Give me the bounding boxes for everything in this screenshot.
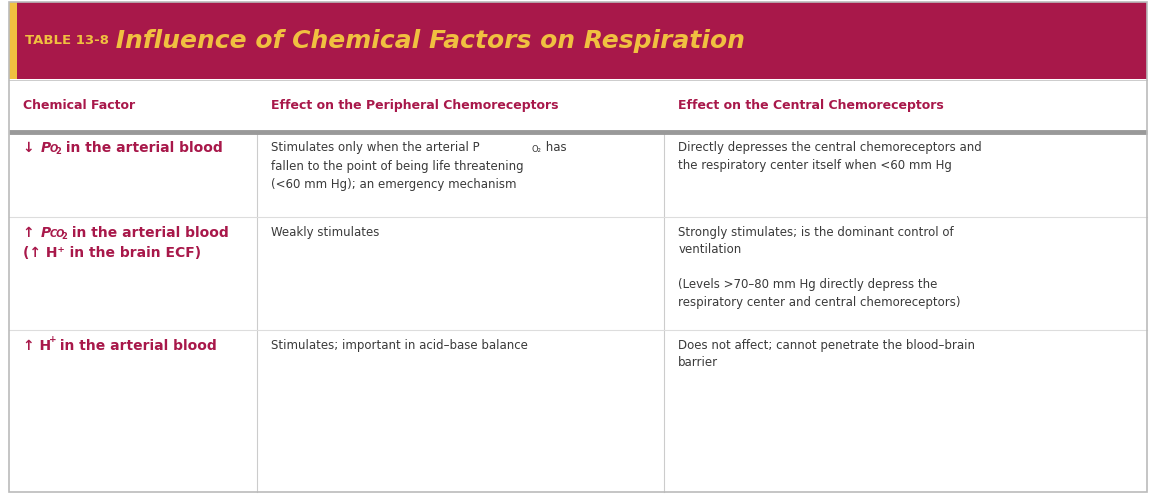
- Text: P: P: [40, 141, 51, 155]
- Text: Directly depresses the central chemoreceptors and
the respiratory center itself : Directly depresses the central chemorece…: [679, 141, 983, 172]
- Text: O: O: [50, 144, 58, 154]
- Text: in the arterial blood: in the arterial blood: [67, 226, 229, 240]
- Text: Stimulates only when the arterial P: Stimulates only when the arterial P: [272, 141, 480, 154]
- Text: in the arterial blood: in the arterial blood: [55, 339, 217, 353]
- Text: TABLE 13-8: TABLE 13-8: [25, 34, 109, 47]
- Bar: [9, 2, 1147, 79]
- Text: 2: 2: [55, 147, 61, 156]
- Text: P: P: [40, 226, 51, 240]
- Text: Chemical Factor: Chemical Factor: [23, 99, 135, 112]
- Text: ↑: ↑: [23, 226, 39, 240]
- Text: 2: 2: [61, 232, 67, 241]
- Text: Influence of Chemical Factors on Respiration: Influence of Chemical Factors on Respira…: [108, 29, 746, 53]
- Text: Stimulates; important in acid–base balance: Stimulates; important in acid–base balan…: [272, 339, 528, 352]
- Text: +: +: [50, 335, 57, 344]
- Text: Weakly stimulates: Weakly stimulates: [272, 226, 379, 239]
- Text: Effect on the Peripheral Chemoreceptors: Effect on the Peripheral Chemoreceptors: [272, 99, 558, 112]
- Bar: [9, 2, 17, 79]
- Text: ↓: ↓: [23, 141, 39, 155]
- Text: CO: CO: [50, 229, 65, 239]
- Text: O₂: O₂: [532, 145, 541, 154]
- Text: Effect on the Central Chemoreceptors: Effect on the Central Chemoreceptors: [679, 99, 944, 112]
- Text: Strongly stimulates; is the dominant control of
ventilation

(Levels >70–80 mm H: Strongly stimulates; is the dominant con…: [679, 226, 961, 309]
- Text: in the arterial blood: in the arterial blood: [61, 141, 222, 155]
- Text: has: has: [542, 141, 566, 154]
- Bar: [9, 79, 1147, 132]
- Text: (↑ H⁺ in the brain ECF): (↑ H⁺ in the brain ECF): [23, 247, 201, 260]
- Text: ↑ H: ↑ H: [23, 339, 51, 353]
- Bar: [9, 132, 1147, 492]
- Text: fallen to the point of being life threatening
(<60 mm Hg); an emergency mechanis: fallen to the point of being life threat…: [272, 160, 524, 191]
- Text: Does not affect; cannot penetrate the blood–brain
barrier: Does not affect; cannot penetrate the bl…: [679, 339, 976, 370]
